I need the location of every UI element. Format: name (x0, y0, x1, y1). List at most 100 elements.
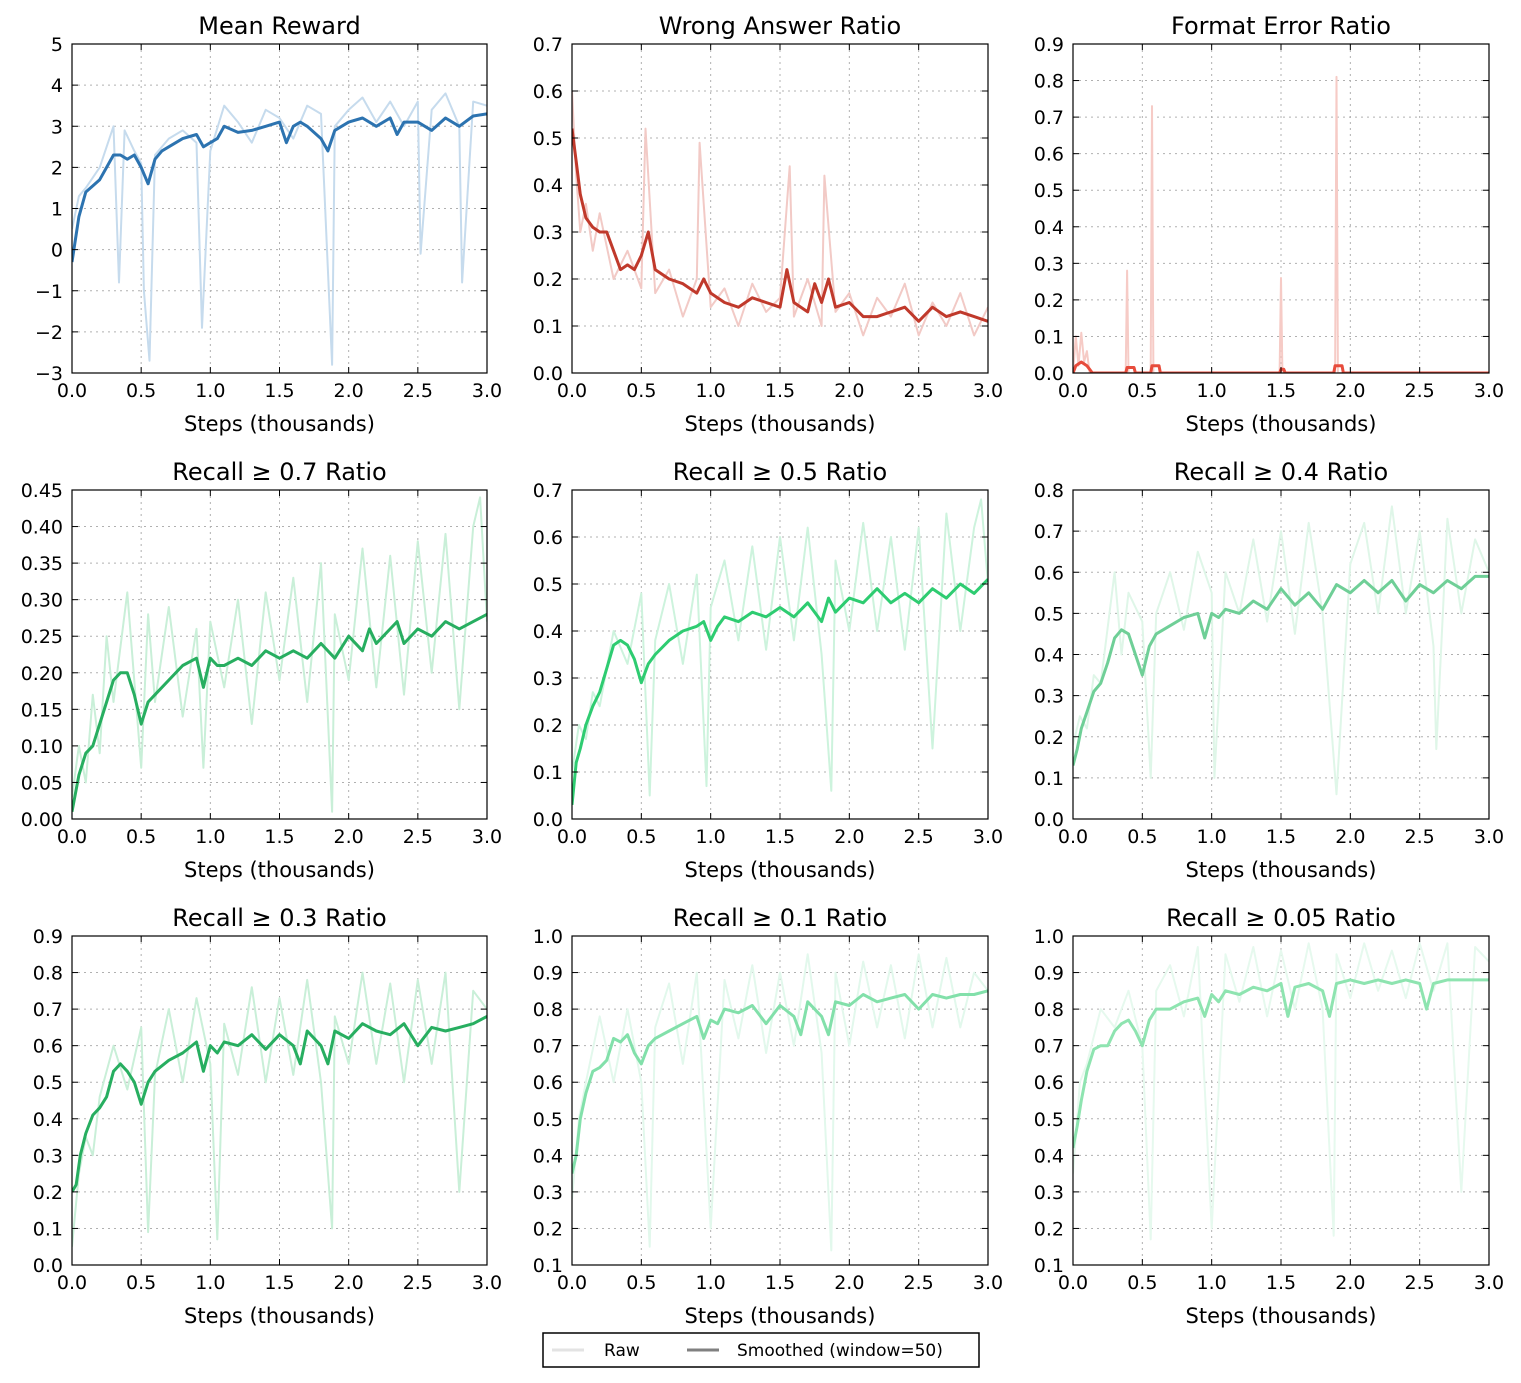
panel-8: Recall ≥ 0.1 Ratio 0.0 0.5 1.0 1.5 2.0 2.5 3.0 0… (533, 904, 1003, 1328)
x-tick-label: 1.5 (765, 380, 795, 402)
x-tick-label: 1.0 (696, 380, 726, 402)
raw-series-line (572, 498, 988, 797)
legend-smoothed-label: Smoothed (window=50) (737, 1341, 943, 1361)
x-tick-label: 2.5 (403, 826, 433, 848)
x-tick-label: 1.5 (1266, 1272, 1296, 1294)
x-axis-label: Steps (thousands) (184, 858, 375, 882)
x-tick-label: 0.0 (57, 380, 87, 402)
panel-6: Recall ≥ 0.4 Ratio 0.0 0.5 1.0 1.5 2.0 2.5 3.0 0… (1034, 458, 1504, 882)
y-tick-label: 0.05 (21, 772, 63, 794)
y-tick-label: 0.7 (533, 480, 563, 502)
y-tick-label: 0.15 (21, 699, 63, 721)
x-tick-label: 1.0 (696, 1272, 726, 1294)
y-tick-label: 0.2 (533, 269, 563, 291)
y-tick-label: 0.3 (1034, 253, 1064, 275)
smoothed-series-line (572, 128, 988, 323)
panel-5: Recall ≥ 0.5 Ratio 0.0 0.5 1.0 1.5 2.0 2.5 3.0 0… (533, 458, 1003, 882)
panel-title: Recall ≥ 0.3 Ratio (172, 904, 386, 932)
x-tick-label: 0.5 (626, 380, 656, 402)
y-tick-label: 0.6 (533, 1072, 563, 1094)
y-tick-label: 0.8 (33, 963, 63, 985)
x-tick-label: 2.0 (1335, 1272, 1365, 1294)
y-tick-label: 0.20 (21, 663, 63, 685)
x-tick-label: 1.5 (264, 1272, 294, 1294)
x-tick-label: 2.0 (334, 380, 364, 402)
y-tick-label: 0.8 (1034, 999, 1064, 1021)
x-tick-label: 0.0 (557, 826, 587, 848)
legend-raw-label: Raw (604, 1341, 640, 1361)
x-tick-label: 1.5 (1266, 380, 1296, 402)
x-tick-label: 3.0 (472, 380, 502, 402)
y-tick-label: 0.7 (1034, 107, 1064, 129)
panel-4: Recall ≥ 0.7 Ratio 0.0 0.5 1.0 1.5 2.0 2.5 3.0 0… (21, 458, 502, 882)
x-tick-label: 3.0 (1474, 1272, 1504, 1294)
x-axis-label: Steps (thousands) (184, 1304, 375, 1328)
y-tick-label: 0.0 (533, 809, 563, 831)
raw-series-line (72, 92, 487, 366)
y-tick-label: 0.4 (533, 1145, 563, 1167)
x-tick-label: 0.5 (126, 380, 156, 402)
y-tick-label: 0.5 (533, 1109, 563, 1131)
y-tick-label: 0.6 (1034, 562, 1064, 584)
x-tick-label: 0.5 (1127, 826, 1157, 848)
legend: Raw Smoothed (window=50) (542, 1332, 980, 1368)
raw-series-line (1073, 942, 1489, 1241)
y-tick-label: 4 (51, 75, 63, 97)
panel-title: Mean Reward (198, 12, 360, 40)
x-tick-label: 2.5 (1405, 826, 1435, 848)
y-tick-label: 0.25 (21, 626, 63, 648)
smoothed-series-line (72, 1015, 487, 1193)
panel-title: Recall ≥ 0.4 Ratio (1174, 458, 1388, 486)
panel-9: Recall ≥ 0.05 Ratio 0.0 0.5 1.0 1.5 2.0 2.5 3.0… (1034, 904, 1504, 1328)
x-tick-label: 2.0 (334, 1272, 364, 1294)
y-tick-label: 0.6 (533, 81, 563, 103)
x-tick-label: 3.0 (973, 380, 1003, 402)
panel-7: Recall ≥ 0.3 Ratio 0.0 0.5 1.0 1.5 2.0 2.5 3.0 0… (33, 904, 502, 1328)
y-tick-label: 0.4 (33, 1109, 63, 1131)
x-tick-label: 1.0 (195, 1272, 225, 1294)
smoothed-series-line (1073, 360, 1489, 373)
y-tick-label: 0.3 (533, 1182, 563, 1204)
y-tick-label: 0.6 (1034, 1072, 1064, 1094)
panel-title: Recall ≥ 0.05 Ratio (1166, 904, 1396, 932)
x-tick-label: 2.0 (334, 826, 364, 848)
x-tick-label: 3.0 (973, 1272, 1003, 1294)
x-tick-label: 1.5 (264, 380, 294, 402)
y-tick-label: 0.9 (533, 963, 563, 985)
y-tick-label: 0.6 (33, 1036, 63, 1058)
x-tick-label: 2.5 (403, 380, 433, 402)
y-tick-label: 0.3 (1034, 686, 1064, 708)
y-tick-label: 0.8 (1034, 71, 1064, 93)
y-tick-label: 0.10 (21, 736, 63, 758)
y-tick-label: 1.0 (533, 926, 563, 948)
y-tick-label: 0.4 (1034, 645, 1064, 667)
x-tick-label: 1.0 (195, 380, 225, 402)
raw-series-line (72, 971, 487, 1247)
raw-series-line (1073, 75, 1489, 373)
x-tick-label: 0.5 (1127, 380, 1157, 402)
x-tick-label: 1.5 (264, 826, 294, 848)
x-axis-label: Steps (thousands) (184, 412, 375, 436)
legend-box (542, 1332, 980, 1368)
x-tick-label: 0.5 (1127, 1272, 1157, 1294)
y-tick-label: 0.2 (533, 715, 563, 737)
y-tick-label: 0.8 (1034, 480, 1064, 502)
x-tick-label: 1.5 (1266, 826, 1296, 848)
x-axis-label: Steps (thousands) (685, 1304, 876, 1328)
y-tick-label: 0.3 (33, 1145, 63, 1167)
y-tick-label: 0.2 (33, 1182, 63, 1204)
y-tick-label: 0.2 (533, 1218, 563, 1240)
y-tick-label: 5 (51, 34, 63, 56)
x-tick-label: 1.0 (195, 826, 225, 848)
x-tick-label: 3.0 (472, 1272, 502, 1294)
y-tick-label: 0.1 (33, 1218, 63, 1240)
y-tick-label: 0.45 (21, 480, 63, 502)
x-tick-label: 2.0 (1335, 826, 1365, 848)
y-tick-label: 0.0 (1034, 809, 1064, 831)
y-tick-label: −3 (35, 363, 63, 385)
y-tick-label: 0.0 (33, 1255, 63, 1277)
x-tick-label: 2.5 (403, 1272, 433, 1294)
x-tick-label: 0.0 (557, 380, 587, 402)
y-tick-label: 0.9 (33, 926, 63, 948)
